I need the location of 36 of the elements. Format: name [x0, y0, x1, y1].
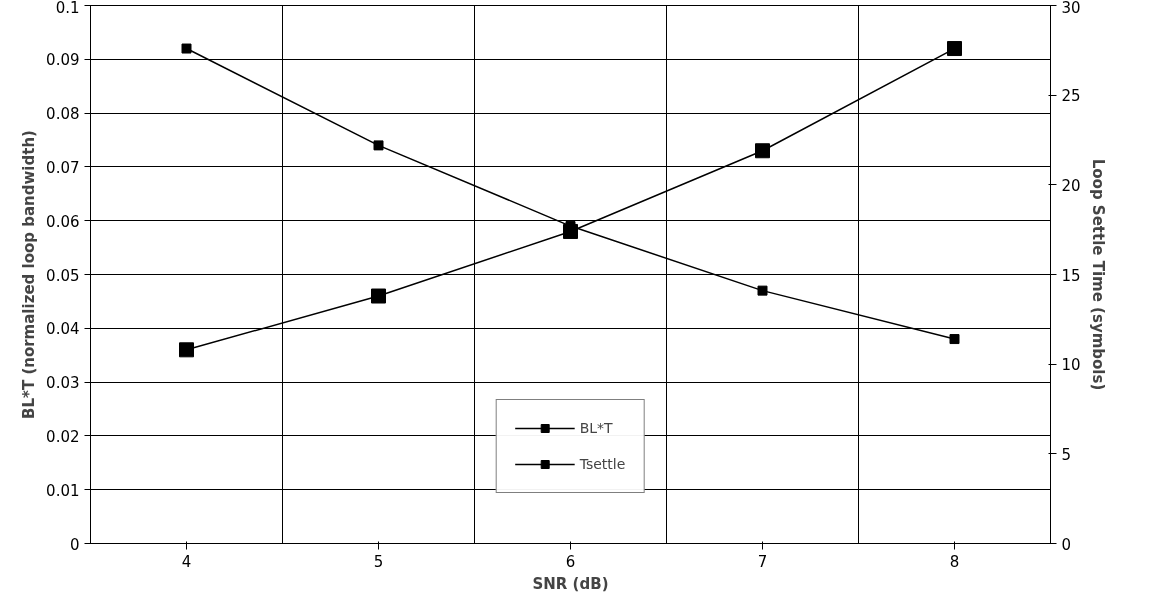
- legend-label: Tsettle: [579, 456, 626, 472]
- y2-tick-label: 20: [1061, 176, 1081, 195]
- y-tick-label: 0.08: [46, 105, 80, 124]
- y-tick-label: 0.09: [46, 51, 80, 70]
- y2-tick-label: 25: [1061, 87, 1081, 106]
- y-tick-label: 0.03: [46, 374, 80, 393]
- y-tick-label: 0.01: [46, 481, 80, 500]
- y-axis-title: BL*T (normalized loop bandwidth): [20, 130, 39, 419]
- point: [949, 334, 960, 345]
- point: [371, 288, 386, 304]
- y2-tick-label: 0: [1061, 535, 1072, 554]
- y2-tick-label: 5: [1061, 445, 1072, 464]
- y-tick-label: 0.05: [46, 266, 80, 285]
- x-tick-label: 6: [565, 552, 576, 571]
- y2-axis-title: Loop Settle Time (symbols): [1088, 158, 1107, 391]
- y-tick-label: 0.07: [46, 158, 80, 177]
- legend-label: BL*T: [579, 420, 613, 436]
- y2-tick-label: 30: [1061, 0, 1081, 17]
- point: [757, 285, 768, 296]
- y-tick-label: 0.1: [55, 0, 80, 17]
- point: [373, 140, 384, 151]
- x-tick-label: 7: [757, 552, 768, 571]
- x-tick-label: 5: [373, 552, 384, 571]
- x-tick-label: 8: [949, 552, 960, 571]
- point: [755, 143, 770, 159]
- y-tick-label: 0.04: [46, 320, 80, 339]
- y-tick-label: 0.06: [46, 212, 80, 231]
- point: [181, 43, 192, 54]
- y2-tick-label: 10: [1061, 356, 1081, 375]
- x-axis-title: SNR (dB): [532, 574, 609, 593]
- y2-tick-label: 15: [1061, 266, 1081, 285]
- point: [947, 41, 962, 57]
- point: [179, 342, 194, 358]
- y-tick-label: 0: [69, 535, 80, 554]
- x-tick-label: 4: [181, 552, 192, 571]
- y-tick-label: 0.02: [46, 427, 80, 446]
